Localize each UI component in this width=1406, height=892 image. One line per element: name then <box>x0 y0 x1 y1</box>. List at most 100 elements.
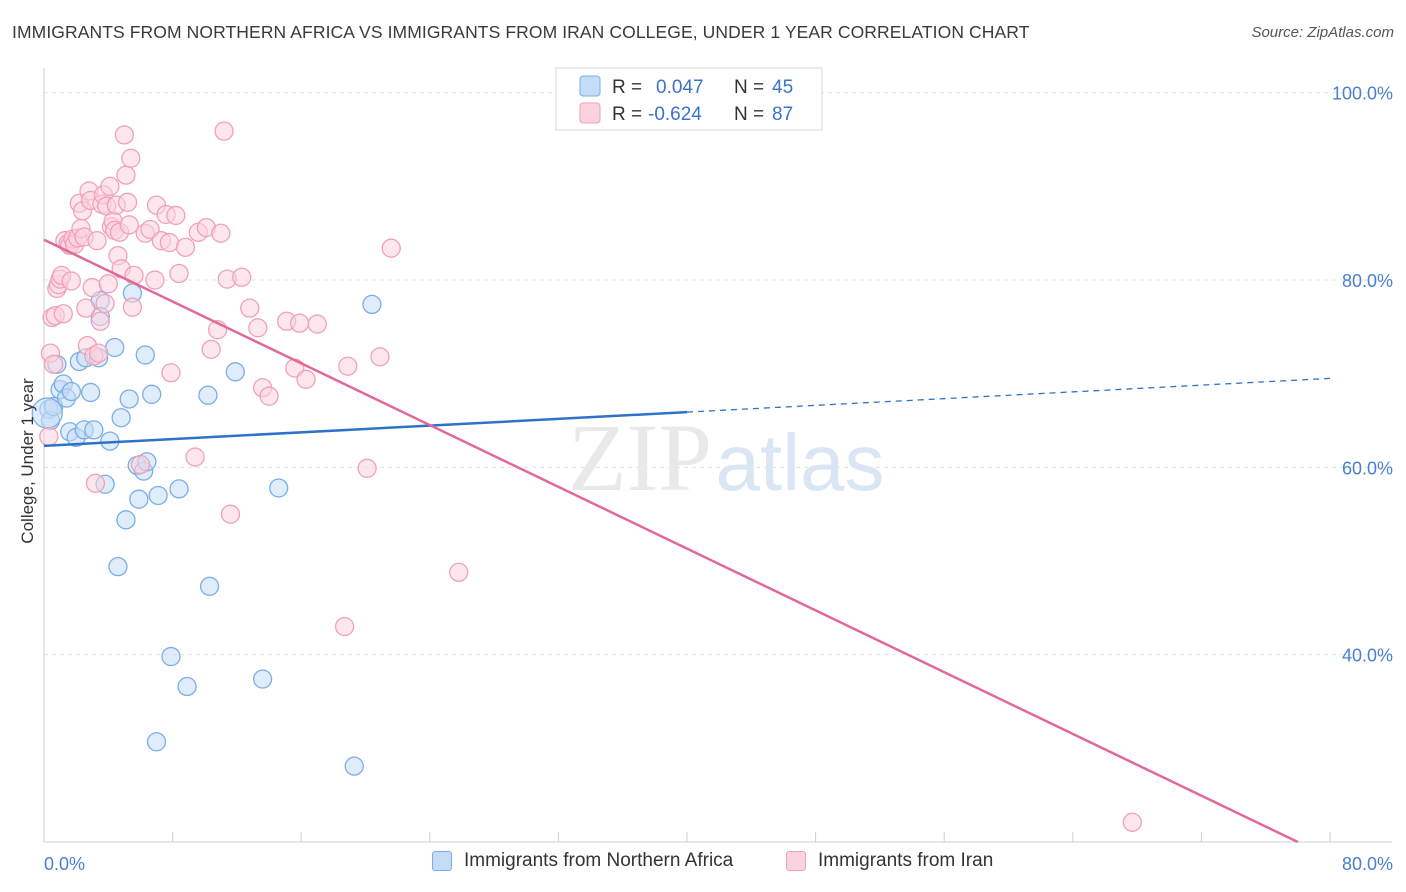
point-northern-africa-24 <box>119 389 139 409</box>
series-name-iran: Immigrants from Iran <box>818 850 994 871</box>
chart-source: Source: ZipAtlas.com <box>1251 24 1394 41</box>
point-iran-73 <box>240 298 260 318</box>
point-northern-africa-20 <box>105 337 125 358</box>
point-iran-84 <box>357 458 377 478</box>
point-northern-africa-40 <box>252 669 273 689</box>
point-northern-africa-34 <box>161 646 181 667</box>
point-iran-76 <box>259 386 279 406</box>
legend-swatch-northern-africa <box>579 75 601 97</box>
point-northern-africa-30 <box>135 345 155 365</box>
point-iran-72 <box>232 267 252 287</box>
point-iran-58 <box>159 232 180 253</box>
axes <box>43 68 1392 843</box>
point-northern-africa-38 <box>199 576 220 596</box>
legend-n-value-2: 87 <box>772 104 793 125</box>
point-iran-85 <box>370 347 390 367</box>
gridlines <box>44 92 1392 656</box>
point-iran-27 <box>85 473 106 493</box>
x-tick-label-1: 80.0% <box>1342 854 1393 874</box>
point-northern-africa-35 <box>169 479 189 499</box>
scatter-points <box>31 121 1142 832</box>
point-northern-africa-43 <box>362 294 382 315</box>
point-iran-29 <box>89 343 109 363</box>
point-northern-africa-33 <box>148 485 168 506</box>
series-swatch-iran <box>786 851 806 871</box>
point-iran-68 <box>211 223 231 243</box>
point-iran-36 <box>100 176 120 197</box>
point-iran-82 <box>334 616 355 637</box>
y-tick-label-1: 80.0% <box>1342 271 1393 291</box>
point-iran-13 <box>61 271 81 291</box>
point-iran-9 <box>53 304 73 324</box>
x-tick-label-0: 0.0% <box>44 854 85 874</box>
point-iran-44 <box>114 125 135 145</box>
point-northern-africa-23 <box>116 510 136 530</box>
chart-title: IMMIGRANTS FROM NORTHERN AFRICA VS IMMIG… <box>12 22 1030 42</box>
trend-lines <box>43 238 1331 844</box>
point-northern-africa-13 <box>80 382 101 403</box>
point-iran-54 <box>145 270 165 290</box>
watermark-zip: ZIP <box>568 404 712 511</box>
legend-r-label-1: R = <box>612 77 642 98</box>
legend-swatch-iran <box>579 102 601 124</box>
legend: R = 0.047 N = 45 R = -0.624 N = 87 <box>555 67 823 131</box>
series-legend: Immigrants from Northern Africa Immigran… <box>0 850 1406 880</box>
legend-n-label-1: N = <box>734 77 764 98</box>
series-legend-iran: Immigrants from Iran <box>786 850 993 872</box>
point-iran-45 <box>116 165 136 185</box>
point-iran-49 <box>122 297 143 317</box>
point-iran-63 <box>185 447 205 467</box>
y-tick-label-3: 40.0% <box>1342 646 1393 666</box>
legend-r-label-2: R = <box>612 104 642 125</box>
point-iran-21 <box>76 298 96 318</box>
point-iran-62 <box>175 237 196 257</box>
series-name-northern-africa: Immigrants from Northern Africa <box>464 850 734 871</box>
point-northern-africa-8 <box>61 381 81 402</box>
point-iran-71 <box>220 504 241 524</box>
legend-n-label-2: N = <box>734 104 764 125</box>
point-iran-88 <box>1122 812 1142 832</box>
point-iran-61 <box>169 263 189 284</box>
point-northern-africa-31 <box>142 384 162 404</box>
trend-northern-africa <box>43 410 688 448</box>
legend-r-value-2: -0.624 <box>648 104 702 125</box>
point-iran-80 <box>296 369 316 389</box>
point-northern-africa-21 <box>108 556 128 577</box>
point-iran-33 <box>95 293 115 314</box>
point-iran-3 <box>43 354 64 374</box>
point-iran-86 <box>381 238 401 258</box>
point-iran-46 <box>117 192 138 212</box>
point-northern-africa-27 <box>129 489 149 509</box>
trend-northern-africa-extension <box>686 377 1331 413</box>
tick-labels: 100.0% 80.0% 60.0% 40.0% 0.0% 80.0% <box>44 84 1393 874</box>
point-iran-35 <box>98 274 118 294</box>
y-tick-label-2: 60.0% <box>1342 458 1393 478</box>
series-swatch-northern-africa <box>432 851 452 871</box>
series-legend-northern-africa: Immigrants from Northern Africa <box>432 850 733 872</box>
point-iran-0 <box>39 426 59 447</box>
point-northern-africa-37 <box>198 385 218 405</box>
point-northern-africa-14 <box>84 420 104 440</box>
point-iran-47 <box>119 215 139 235</box>
y-axis-label: College, Under 1 year <box>18 378 37 544</box>
watermark-atlas: atlas <box>716 418 885 507</box>
point-iran-51 <box>130 454 151 475</box>
point-iran-83 <box>338 356 358 376</box>
point-iran-87 <box>449 562 469 582</box>
point-northern-africa-22 <box>111 408 131 428</box>
legend-r-value-1: 0.047 <box>656 77 704 98</box>
point-iran-66 <box>201 339 221 360</box>
point-iran-69 <box>214 121 234 141</box>
point-iran-48 <box>121 148 141 168</box>
point-northern-africa-39 <box>225 362 245 382</box>
point-iran-25 <box>82 277 102 298</box>
point-northern-africa-32 <box>146 732 167 752</box>
point-iran-60 <box>166 205 186 226</box>
point-iran-59 <box>161 363 181 383</box>
point-iran-74 <box>248 318 268 338</box>
point-iran-28 <box>87 231 107 251</box>
watermark: ZIP atlas <box>568 404 884 511</box>
point-northern-africa-41 <box>269 478 289 498</box>
legend-n-value-1: 45 <box>772 77 793 98</box>
